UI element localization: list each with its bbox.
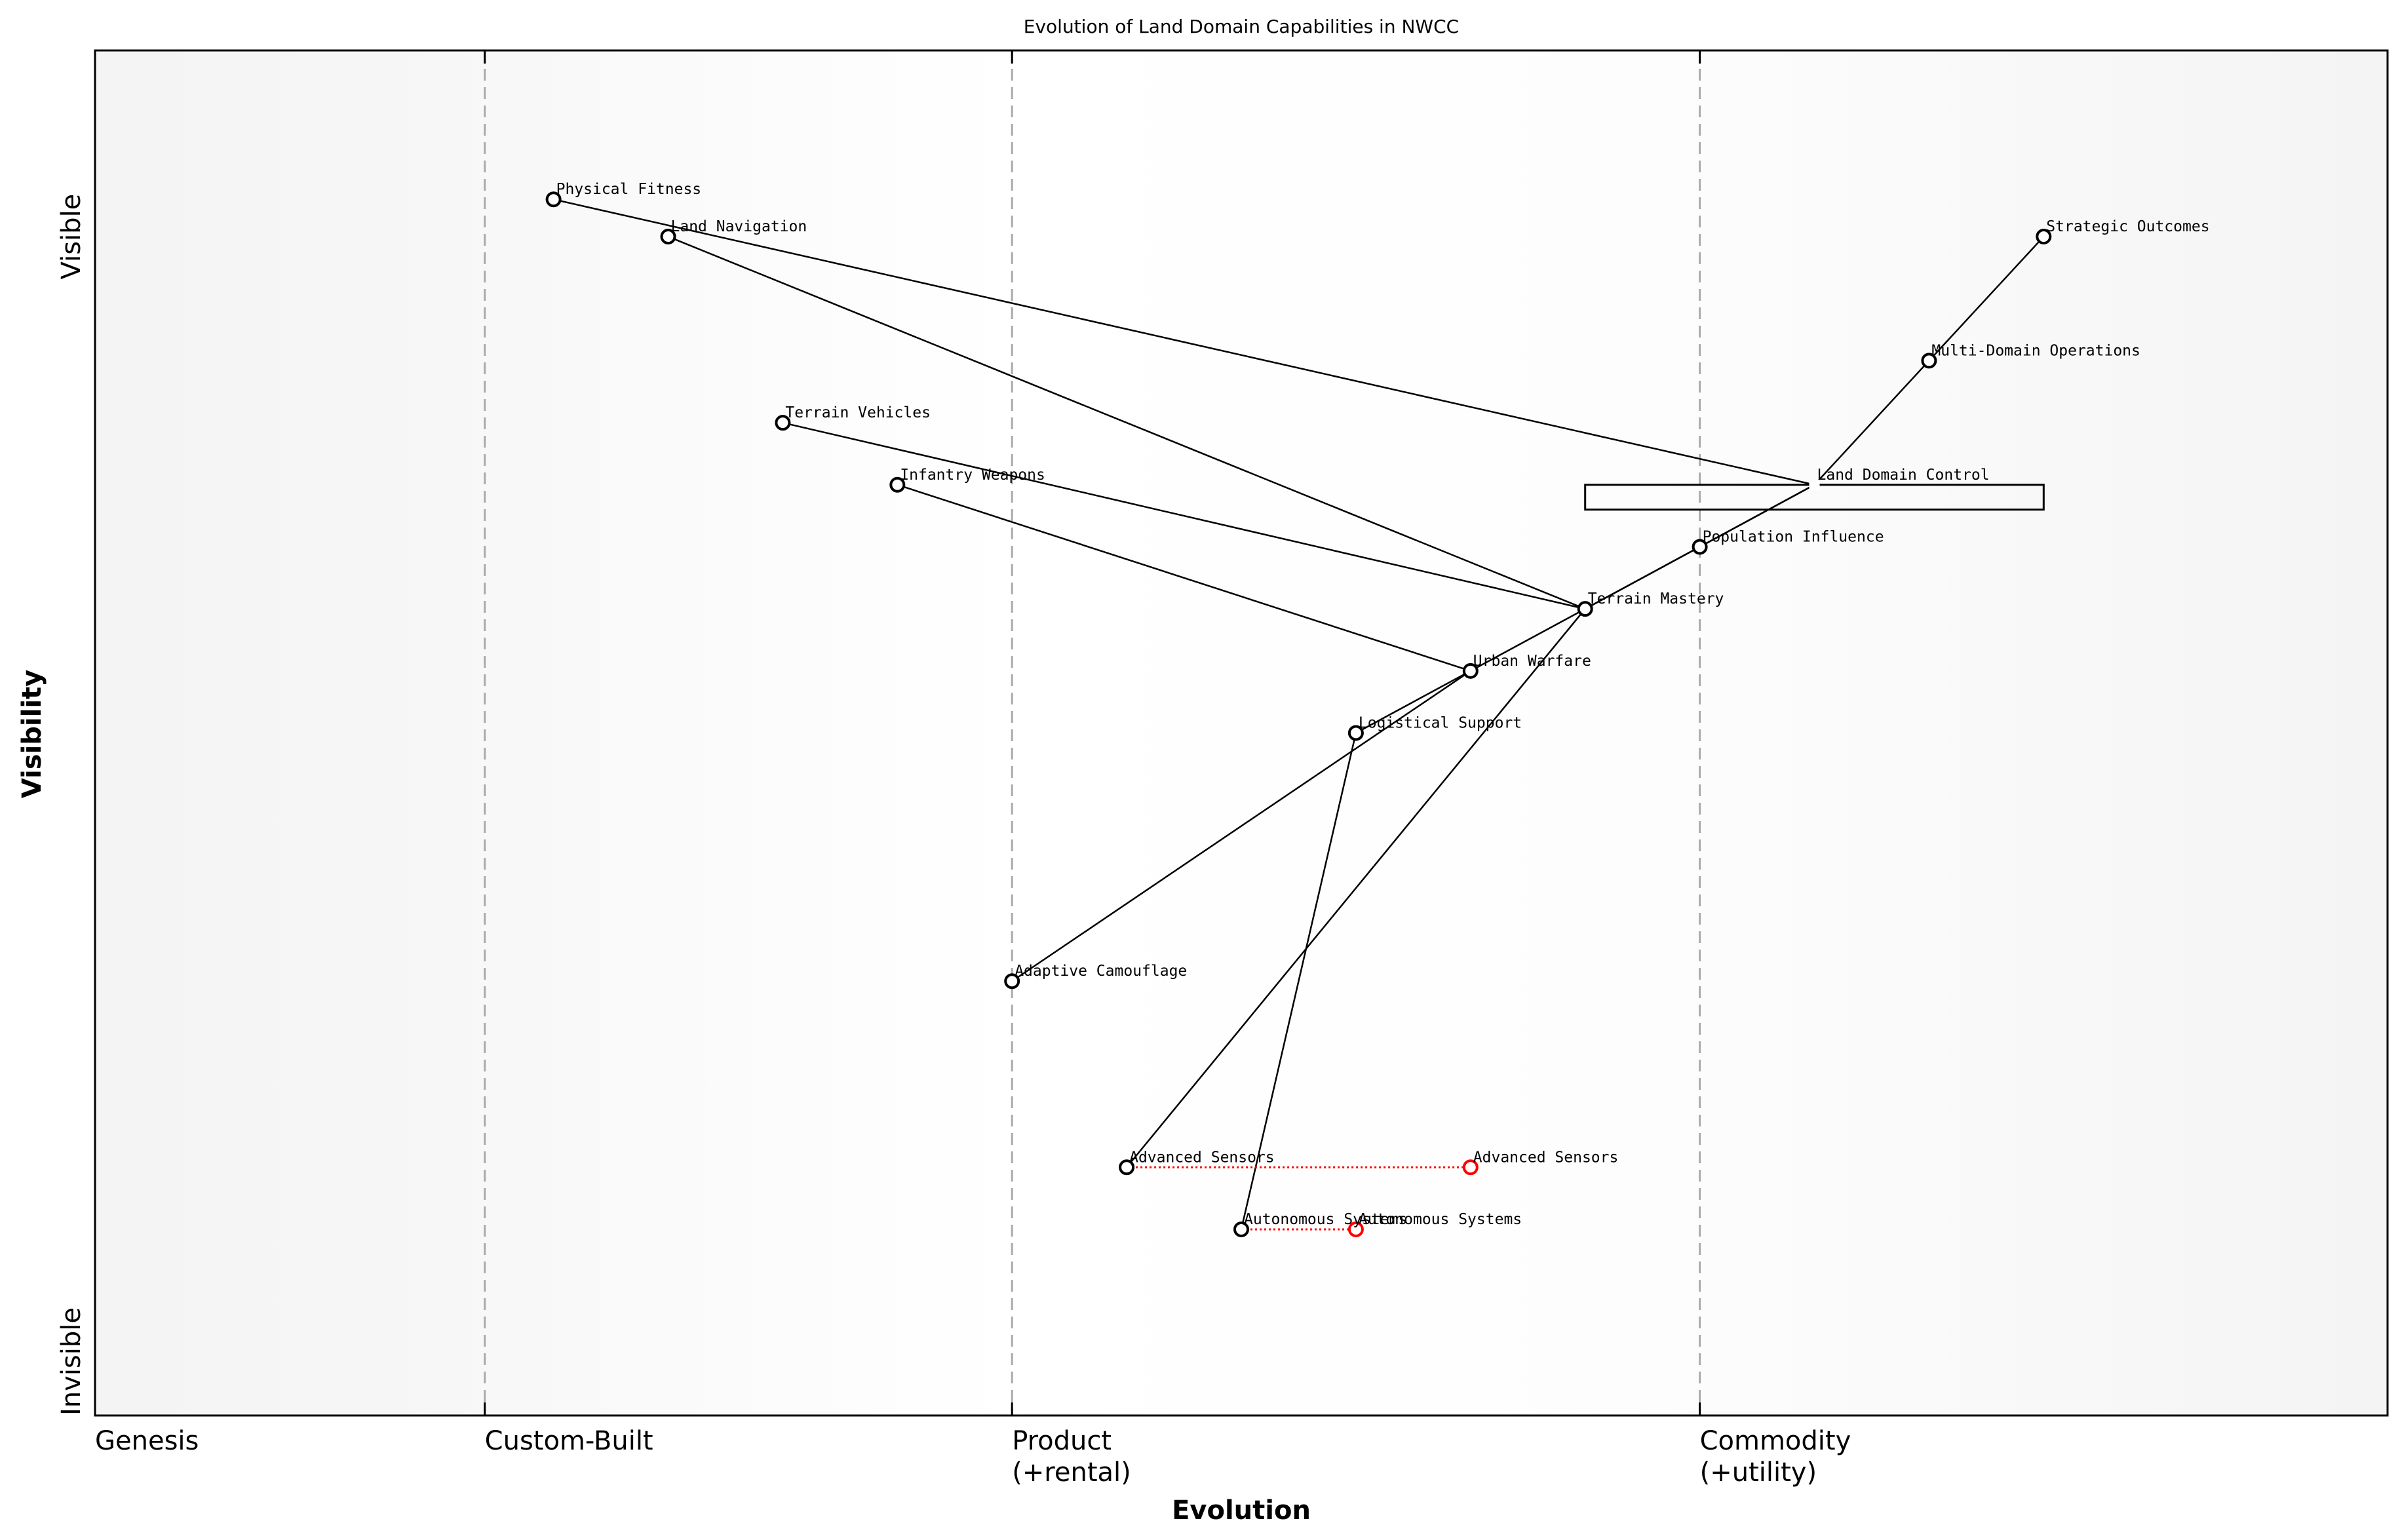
dependency-link bbox=[1126, 608, 1586, 1168]
component-marker bbox=[545, 191, 562, 208]
plot-frame bbox=[94, 49, 2389, 1417]
x-tick-label: Commodity (+utility) bbox=[1700, 1426, 1851, 1488]
component-marker bbox=[1119, 1159, 1135, 1176]
component-marker bbox=[1004, 973, 1020, 990]
component-label: Terrain Mastery bbox=[1588, 590, 1724, 607]
evolved-component-label: Autonomous Systems bbox=[1359, 1211, 1522, 1228]
component-marker bbox=[1692, 539, 1708, 555]
component-marker bbox=[775, 415, 791, 431]
x-tick-label: Product (+rental) bbox=[1012, 1426, 1131, 1488]
component-label: Adaptive Camouflage bbox=[1015, 963, 1187, 980]
evolved-component-marker bbox=[1347, 1221, 1364, 1237]
component-label: Infantry Weapons bbox=[900, 467, 1045, 484]
dependency-link bbox=[897, 484, 1471, 672]
component-label: Autonomous Systems bbox=[1244, 1211, 1407, 1228]
component-label: Land Domain Control bbox=[1817, 467, 1990, 484]
component-marker bbox=[1462, 663, 1479, 679]
component-label: Urban Warfare bbox=[1473, 653, 1591, 670]
component-marker bbox=[1577, 601, 1593, 617]
component-marker bbox=[1921, 353, 1937, 369]
component-label: Population Influence bbox=[1703, 528, 1884, 545]
evolved-component-label: Advanced Sensors bbox=[1473, 1149, 1619, 1166]
y-tick-label: Invisible bbox=[56, 1307, 87, 1415]
component-marker bbox=[1809, 479, 1820, 490]
component-label: Strategic Outcomes bbox=[2046, 218, 2209, 235]
dependency-link bbox=[1470, 608, 1586, 672]
dependency-link bbox=[1928, 236, 2045, 362]
x-axis-title: Evolution bbox=[1172, 1495, 1311, 1526]
x-tick-label: Genesis bbox=[95, 1426, 199, 1456]
dependency-link bbox=[1240, 733, 1357, 1230]
component-marker bbox=[1347, 725, 1364, 741]
component-label: Multi-Domain Operations bbox=[1931, 342, 2140, 359]
dependency-link bbox=[668, 235, 1586, 610]
component-label: Logistical Support bbox=[1359, 715, 1522, 732]
dependency-link bbox=[1585, 546, 1701, 610]
dependency-link bbox=[553, 199, 1815, 486]
dependency-link bbox=[1011, 670, 1471, 982]
dependency-link bbox=[1813, 360, 1930, 486]
component-marker bbox=[889, 476, 906, 493]
dependency-link bbox=[1355, 670, 1471, 734]
component-label: Advanced Sensors bbox=[1129, 1149, 1275, 1166]
component-marker bbox=[2036, 229, 2052, 245]
component-marker bbox=[660, 229, 676, 245]
y-axis-title: Visibility bbox=[17, 670, 47, 798]
component-label: Physical Fitness bbox=[556, 181, 702, 198]
chart-title: Evolution of Land Domain Capabilities in… bbox=[1024, 16, 1459, 37]
evolved-component-marker bbox=[1462, 1159, 1479, 1176]
dependency-link bbox=[783, 421, 1585, 610]
component-label: Land Navigation bbox=[671, 218, 807, 235]
component-marker bbox=[1233, 1221, 1249, 1237]
x-tick-label: Custom-Built bbox=[485, 1426, 653, 1456]
y-tick-label: Visible bbox=[56, 194, 87, 280]
plot-background bbox=[95, 50, 2388, 1415]
component-label: Terrain Vehicles bbox=[785, 404, 931, 421]
